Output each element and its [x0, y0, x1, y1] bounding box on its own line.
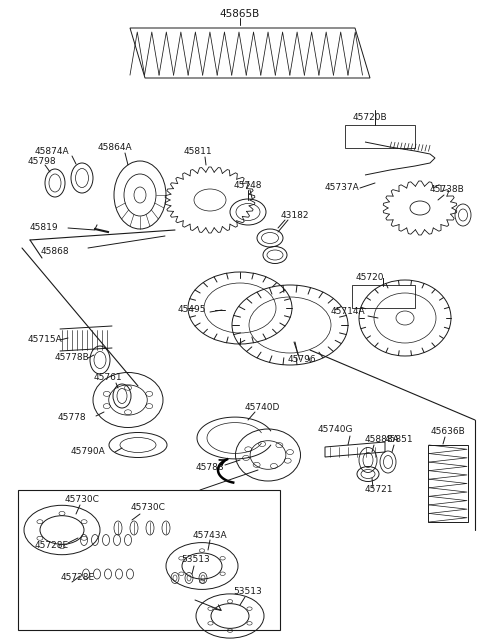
Text: 45495: 45495	[178, 305, 206, 314]
Text: 53513: 53513	[181, 555, 210, 564]
Text: 45721: 45721	[365, 486, 394, 495]
Text: 45888A: 45888A	[365, 436, 400, 445]
Text: 45864A: 45864A	[98, 144, 132, 153]
Text: 45636B: 45636B	[431, 427, 466, 436]
Text: 45851: 45851	[385, 436, 414, 445]
Text: 45811: 45811	[184, 148, 212, 157]
Text: 45714A: 45714A	[331, 307, 365, 316]
Text: 43182: 43182	[281, 210, 309, 220]
Text: 45790A: 45790A	[71, 447, 106, 456]
Text: 45874A: 45874A	[35, 148, 69, 157]
Polygon shape	[130, 28, 370, 78]
Text: 45788: 45788	[196, 463, 224, 472]
Text: 45778: 45778	[58, 413, 86, 422]
Text: 45737A: 45737A	[324, 183, 360, 192]
Text: 45761: 45761	[94, 374, 122, 383]
Text: 45748: 45748	[234, 180, 262, 190]
Text: 45798: 45798	[28, 157, 57, 167]
Text: 45720: 45720	[356, 273, 384, 282]
Text: 45819: 45819	[30, 224, 59, 233]
Text: 45730C: 45730C	[131, 504, 166, 512]
Text: 45728E: 45728E	[61, 573, 95, 583]
Text: 53513: 53513	[234, 587, 263, 596]
Text: 45728E: 45728E	[35, 541, 69, 550]
Text: 45740G: 45740G	[317, 426, 353, 435]
Text: 45740D: 45740D	[244, 403, 280, 413]
Text: 45868: 45868	[41, 247, 69, 256]
Text: 45730C: 45730C	[65, 495, 99, 505]
Text: 45778B: 45778B	[55, 353, 90, 362]
Text: 45720B: 45720B	[353, 114, 387, 123]
Text: 45865B: 45865B	[220, 9, 260, 19]
Text: 45743A: 45743A	[192, 530, 228, 539]
Text: 45796: 45796	[288, 355, 316, 364]
Text: 45738B: 45738B	[430, 185, 464, 194]
Text: 45715A: 45715A	[28, 335, 63, 344]
